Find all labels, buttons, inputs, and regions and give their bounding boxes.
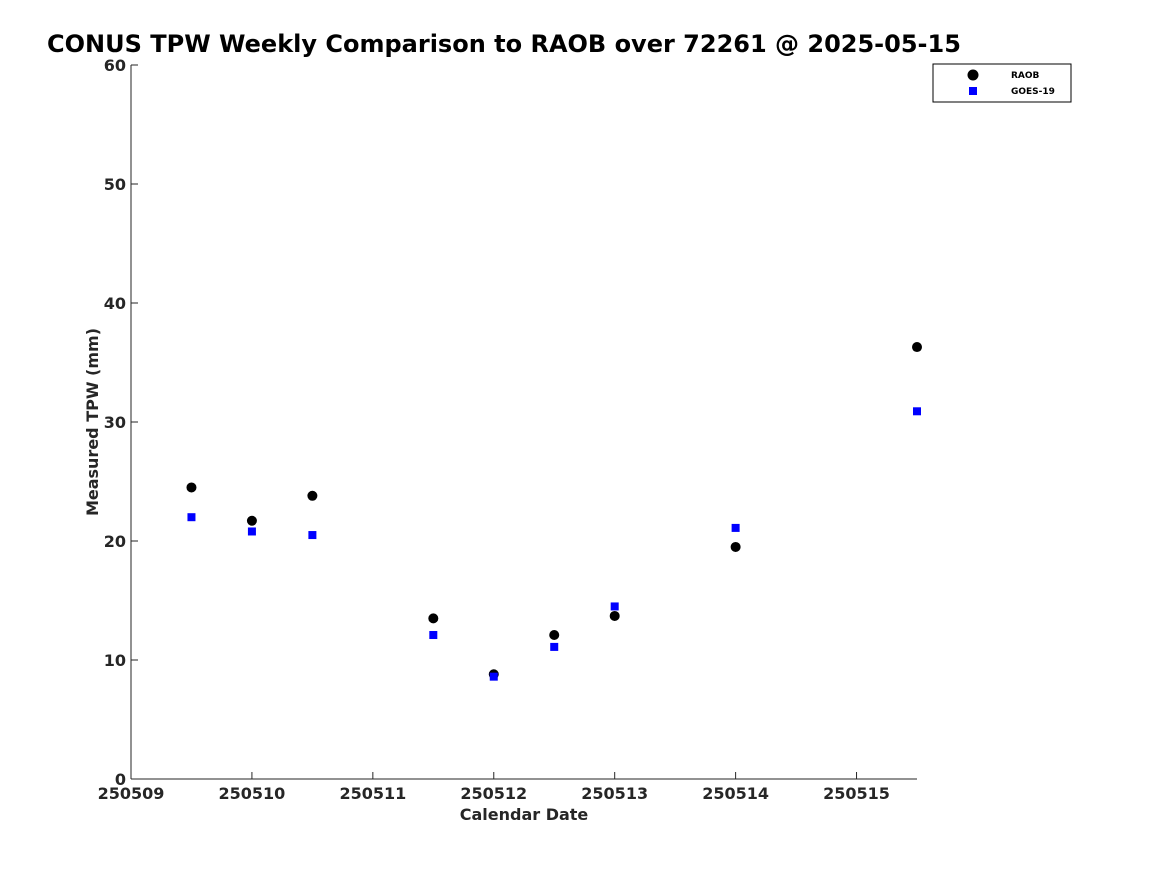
y-axis-label: Measured TPW (mm) [83,328,102,516]
legend-box [932,63,1072,103]
goes-19-point [308,531,317,540]
raob-point [609,610,620,621]
raob-point [730,541,741,552]
y-tick-label: 0 [115,770,126,789]
y-tick-label: 20 [104,532,126,551]
goes-19-point [489,672,498,681]
raob-point [246,515,257,526]
legend-marker-raob [967,69,979,81]
x-axis-ticks: 250509 250510 250511 250512 250513 250514 2505… [98,772,890,803]
x-tick-label: 250515 [823,784,890,803]
goes-19-point [429,631,438,640]
x-tick-label: 250513 [581,784,648,803]
legend-marker-goes-19 [969,87,977,95]
y-axis-ticks: 0 10 20 30 40 50 60 [104,56,138,789]
raob-point [186,482,197,493]
goes-19-point [187,513,196,522]
goes-19-point [610,602,619,611]
y-tick-label: 40 [104,294,126,313]
raob-point [549,630,560,641]
x-tick-label: 250512 [460,784,527,803]
goes-19-point [731,523,740,532]
goes-19-point [550,642,559,651]
x-axis-label: Calendar Date [460,805,589,824]
x-tick-label: 250510 [219,784,286,803]
y-tick-label: 50 [104,175,126,194]
x-tick-label: 250511 [339,784,406,803]
raob-point [307,490,318,501]
goes-19-point [247,527,256,536]
data-points [186,342,922,681]
legend-label-goes-19: GOES-19 [1011,87,1055,97]
x-tick-label: 250514 [702,784,769,803]
y-tick-label: 60 [104,56,126,75]
chart-title: CONUS TPW Weekly Comparison to RAOB over… [47,30,961,58]
goes-19-point [913,407,921,416]
y-tick-label: 10 [104,651,126,670]
y-tick-label: 30 [104,413,126,432]
raob-point [912,342,922,353]
legend: RAOB GOES-19 [932,63,1072,103]
x-tick-label: 250509 [98,784,165,803]
legend-label-raob: RAOB [1011,71,1040,81]
raob-point [428,613,439,624]
